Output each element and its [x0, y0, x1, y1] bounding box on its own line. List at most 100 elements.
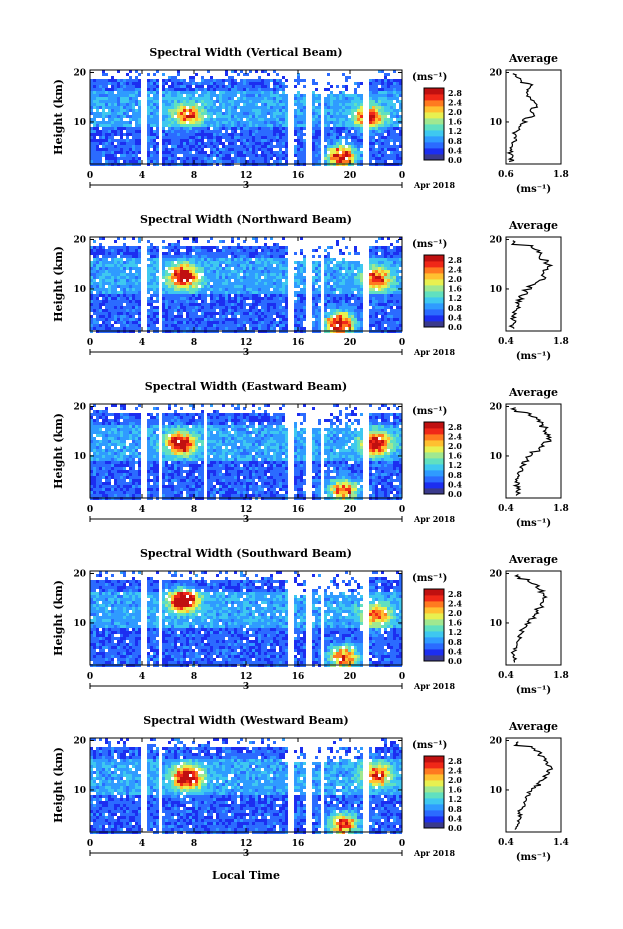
- heatmap-cell: [111, 273, 114, 276]
- heatmap-cell: [231, 103, 234, 106]
- heatmap-cell: [360, 157, 363, 160]
- heatmap-cell: [282, 127, 285, 130]
- heatmap-cell: [267, 258, 270, 261]
- heatmap-cell: [171, 309, 174, 312]
- heatmap-cell: [162, 306, 165, 309]
- heatmap-cell: [381, 151, 384, 154]
- heatmap-cell: [252, 136, 255, 139]
- heatmap-cell: [342, 106, 345, 109]
- heatmap-cell: [390, 148, 393, 151]
- heatmap-cell: [237, 255, 240, 258]
- heatmap-cell: [180, 285, 183, 288]
- heatmap-cell: [312, 106, 315, 109]
- heatmap-cell: [102, 109, 105, 112]
- heatmap-cell: [132, 79, 135, 82]
- heatmap-cell: [324, 157, 327, 160]
- heatmap-cell: [186, 327, 189, 330]
- heatmap-cell: [246, 142, 249, 145]
- heatmap-cell: [123, 148, 126, 151]
- heatmap-cell: [255, 82, 258, 85]
- heatmap-cell: [219, 79, 222, 82]
- heatmap-cell: [354, 157, 357, 160]
- y-tick-label: 20: [73, 68, 86, 78]
- heatmap-cell: [300, 270, 303, 273]
- heatmap-cell: [114, 160, 117, 163]
- heatmap-cell: [114, 85, 117, 88]
- heatmap-cell: [114, 303, 117, 306]
- heatmap-cell: [297, 264, 300, 267]
- heatmap-cell: [234, 303, 237, 306]
- heatmap-cell: [150, 142, 153, 145]
- heatmap-cell: [189, 315, 192, 318]
- heatmap-cell: [195, 273, 198, 276]
- heatmap-cell: [360, 97, 363, 100]
- heatmap-cell: [168, 252, 171, 255]
- heatmap-cell: [120, 91, 123, 94]
- heatmap-cell: [357, 154, 360, 157]
- heatmap-cell: [255, 246, 258, 249]
- heatmap-cell: [99, 264, 102, 267]
- heatmap-cell: [201, 85, 204, 88]
- heatmap-cell: [282, 261, 285, 264]
- heatmap-cell: [201, 258, 204, 261]
- heatmap-cell: [387, 94, 390, 97]
- heatmap-cell: [273, 100, 276, 103]
- heatmap-cell: [150, 243, 153, 246]
- heatmap-cell: [258, 291, 261, 294]
- heatmap-cell: [318, 148, 321, 151]
- heatmap-cell: [357, 270, 360, 273]
- heatmap-cell: [240, 291, 243, 294]
- heatmap-cell: [165, 148, 168, 151]
- heatmap-cell: [339, 285, 342, 288]
- heatmap-cell: [249, 309, 252, 312]
- heatmap-cell: [228, 145, 231, 148]
- heatmap-cell: [96, 318, 99, 321]
- heatmap-cell: [114, 112, 117, 115]
- heatmap-cell: [315, 261, 318, 264]
- heatmap-cell: [378, 97, 381, 100]
- heatmap-cell: [198, 151, 201, 154]
- heatmap-cell: [198, 148, 201, 151]
- heatmap-cell: [207, 327, 210, 330]
- heatmap-cell: [147, 258, 150, 261]
- heatmap-cell: [99, 243, 102, 246]
- heatmap-cell: [282, 324, 285, 327]
- heatmap-cell: [171, 145, 174, 148]
- heatmap-cell: [174, 309, 177, 312]
- heatmap-cell: [297, 282, 300, 285]
- heatmap-cell: [264, 157, 267, 160]
- heatmap-cell: [237, 285, 240, 288]
- heatmap-cell: [273, 267, 276, 270]
- heatmap-cell: [264, 100, 267, 103]
- heatmap-cell: [177, 282, 180, 285]
- heatmap-cell: [225, 306, 228, 309]
- heatmap-cell: [315, 136, 318, 139]
- heatmap-cell: [222, 124, 225, 127]
- heatmap-cell: [231, 300, 234, 303]
- heatmap-cell: [108, 133, 111, 136]
- heatmap-cell: [93, 136, 96, 139]
- heatmap-cell: [270, 309, 273, 312]
- heatmap-cell: [393, 97, 396, 100]
- heatmap-cell: [300, 261, 303, 264]
- heatmap-cell: [249, 160, 252, 163]
- heatmap-cell: [312, 154, 315, 157]
- heatmap-cell: [318, 324, 321, 327]
- heatmap-cell: [216, 300, 219, 303]
- heatmap-cell: [327, 285, 330, 288]
- heatmap-cell: [270, 88, 273, 91]
- heatmap-cell: [261, 130, 264, 133]
- heatmap-cell: [183, 139, 186, 142]
- heatmap-cell: [333, 294, 336, 297]
- heatmap-cell: [327, 94, 330, 97]
- heatmap-cell: [282, 112, 285, 115]
- heatmap-cell: [297, 79, 300, 82]
- heatmap-cell: [198, 279, 201, 282]
- heatmap-cell: [105, 97, 108, 100]
- heatmap-cell: [297, 130, 300, 133]
- heatmap-cell: [279, 327, 282, 330]
- heatmap-cell: [249, 112, 252, 115]
- heatmap-cell: [114, 276, 117, 279]
- heatmap-cell: [210, 154, 213, 157]
- heatmap-cell: [132, 285, 135, 288]
